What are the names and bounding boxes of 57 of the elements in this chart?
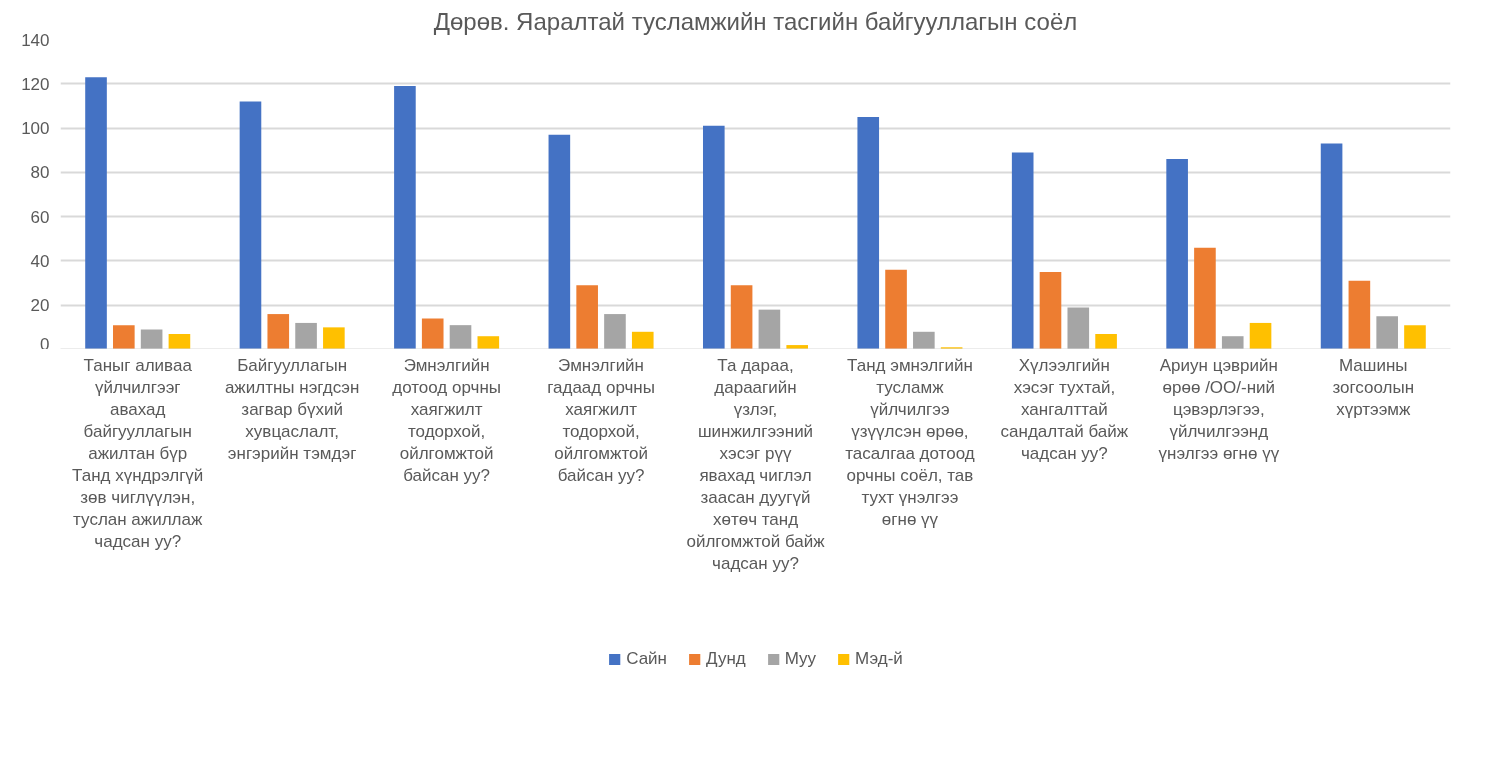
bar — [786, 345, 809, 349]
bar — [1011, 152, 1034, 349]
bar — [1404, 325, 1426, 349]
bar — [913, 331, 935, 349]
legend-label: Мэд-й — [855, 649, 903, 669]
y-tick-label: 100 — [21, 119, 50, 139]
bar — [1067, 307, 1090, 349]
bar — [1348, 280, 1371, 349]
y-tick-label: 80 — [30, 163, 50, 183]
bar — [730, 285, 753, 349]
bar — [758, 309, 781, 349]
legend-label: Сайн — [626, 649, 668, 669]
bar — [1095, 334, 1117, 349]
bar — [449, 325, 472, 349]
y-tick-label: 60 — [30, 207, 50, 227]
legend-label: Дунд — [706, 649, 746, 669]
bar — [1221, 336, 1244, 349]
bar — [168, 334, 191, 349]
legend-label: Муу — [784, 649, 817, 669]
y-tick-label: 140 — [21, 30, 50, 50]
bar — [1376, 316, 1398, 349]
bar — [885, 269, 907, 349]
y-tick-label: 120 — [21, 74, 50, 94]
bar — [1039, 272, 1062, 349]
bar — [323, 327, 345, 349]
chart-title: Дөрөв. Яаралтай тусламжийн тасгийн байгууллагын соёл — [433, 7, 1078, 35]
bar — [1320, 143, 1343, 349]
bar — [239, 101, 262, 349]
bar — [113, 325, 135, 349]
x-tick-label: Танд эмнэлгийн тусламж үйлчилгээ үзүүлсэн өрөө, тасалгаа дотоод орчны соёл, тав тухт үнэлгээ өгнө үү — [845, 355, 975, 529]
bar — [631, 331, 654, 349]
x-tick-label: Эмнэлгийн гадаад орчны хаягжилт тодорхой, ойлгомжтой байсан уу? — [547, 355, 655, 485]
category-label: Таныг аливаа үйлчилгээг авахад байгууллагын ажилтан бүр Танд хүндрэлгүй зөв чиглүүлэн, туслан ажиллаж чадсан уу? — [72, 355, 204, 551]
bar — [295, 322, 317, 349]
y-tick-label: 20 — [30, 296, 50, 316]
bar — [576, 285, 598, 349]
x-tick-label: Эмнэлгийн дотоод орчны хаягжилт тодорхой, ойлгомжтой байсан уу? — [392, 355, 502, 485]
bar — [702, 125, 725, 349]
bar — [1166, 159, 1188, 349]
bar — [1194, 247, 1216, 349]
bar — [421, 318, 444, 349]
y-tick-label: 40 — [30, 251, 50, 271]
x-tick-label: Машины зогсоолын хүртээмж — [1332, 355, 1415, 419]
bar — [1249, 322, 1272, 349]
y-tick-label: 0 — [40, 334, 50, 354]
bar — [267, 314, 290, 349]
category-label: Та дараа, дараагийн үзлэг, шинжилгээний хэсэг рүү явахад чиглэл заасан дуугүй хөтөч танд ойлгомжтой байж чадсан уу? — [686, 355, 825, 573]
bar — [85, 77, 107, 349]
x-tick-label: Хүлээлгийн хэсэг тухтай, хангалттай сандалтай байж чадсан уу? — [1000, 355, 1129, 463]
x-tick-label: Ариун цэврийн өрөө /ОО/-ний цэвэрлэгээ, үйлчилгээнд үнэлгээ өгнө үү — [1158, 355, 1280, 463]
bar — [548, 134, 571, 349]
bar — [140, 329, 163, 349]
bar — [604, 314, 626, 349]
bar — [394, 86, 416, 349]
x-tick-label: Байгууллагын ажилтны нэгдсэн загвар бүхий хувцаслалт, энгэрийн тэмдэг — [224, 355, 360, 463]
bar — [477, 336, 500, 349]
bar — [857, 117, 880, 349]
